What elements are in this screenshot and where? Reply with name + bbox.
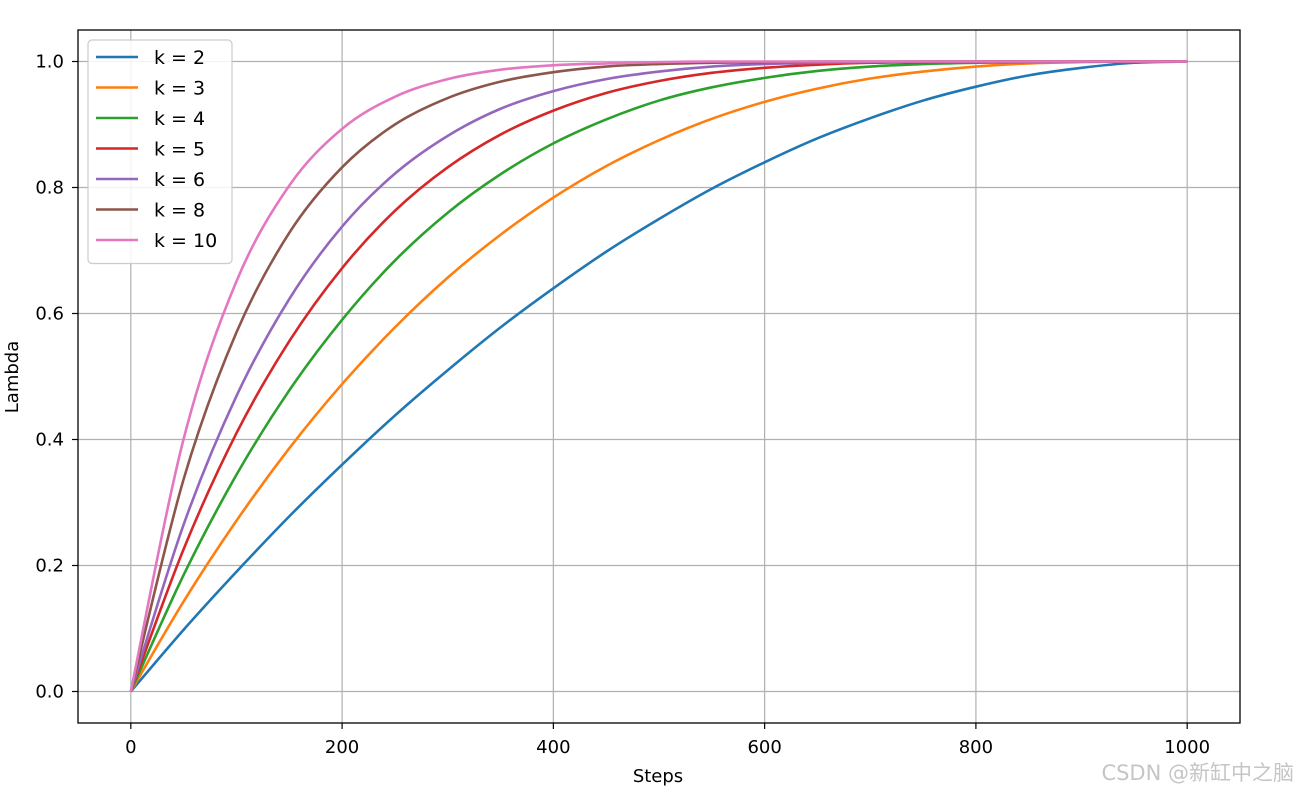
legend-entry-label: k = 10 <box>154 230 217 252</box>
x-axis-ticks: 0 200 400 600 800 1000 <box>125 723 1210 758</box>
y-axis-label: Lambda <box>2 341 23 413</box>
x-tick-label: 200 <box>325 737 359 758</box>
legend-entry-label: k = 3 <box>154 78 205 100</box>
y-axis-ticks: 0.0 0.2 0.4 0.6 0.8 1.0 <box>35 52 78 703</box>
series-line-6 <box>129 60 1188 692</box>
watermark-text: CSDN @新缸中之脑 <box>1101 761 1294 785</box>
legend-entry-label: k = 5 <box>154 139 205 161</box>
x-axis-label: Steps <box>633 766 683 787</box>
legend-box <box>87 39 233 265</box>
plot-frame <box>77 29 1241 724</box>
grid-lines <box>78 30 1240 723</box>
legend-entry-label: k = 8 <box>154 200 205 222</box>
y-tick-label: 0.6 <box>35 304 64 325</box>
x-tick-label: 600 <box>747 737 781 758</box>
y-tick-label: 0.4 <box>35 430 64 451</box>
x-tick-label: 800 <box>959 737 993 758</box>
series-line-1 <box>129 60 1188 693</box>
legend-entry-label: k = 6 <box>154 169 205 191</box>
y-tick-label: 0.8 <box>35 178 64 199</box>
x-tick-label: 0 <box>125 737 136 758</box>
x-tick-label: 400 <box>536 737 570 758</box>
legend-entry-label: k = 4 <box>154 108 205 130</box>
x-tick-label: 1000 <box>1164 737 1210 758</box>
series-line-0 <box>129 60 1188 693</box>
series-lines <box>129 60 1188 693</box>
legend: k = 2 k = 3 k = 4 k = 5 k = 6 k = 8 k = 10 <box>87 39 233 265</box>
y-tick-label: 0.2 <box>35 556 64 577</box>
legend-entry-label: k = 2 <box>154 47 205 69</box>
y-tick-label: 0.0 <box>35 682 64 703</box>
y-tick-label: 1.0 <box>35 52 64 73</box>
